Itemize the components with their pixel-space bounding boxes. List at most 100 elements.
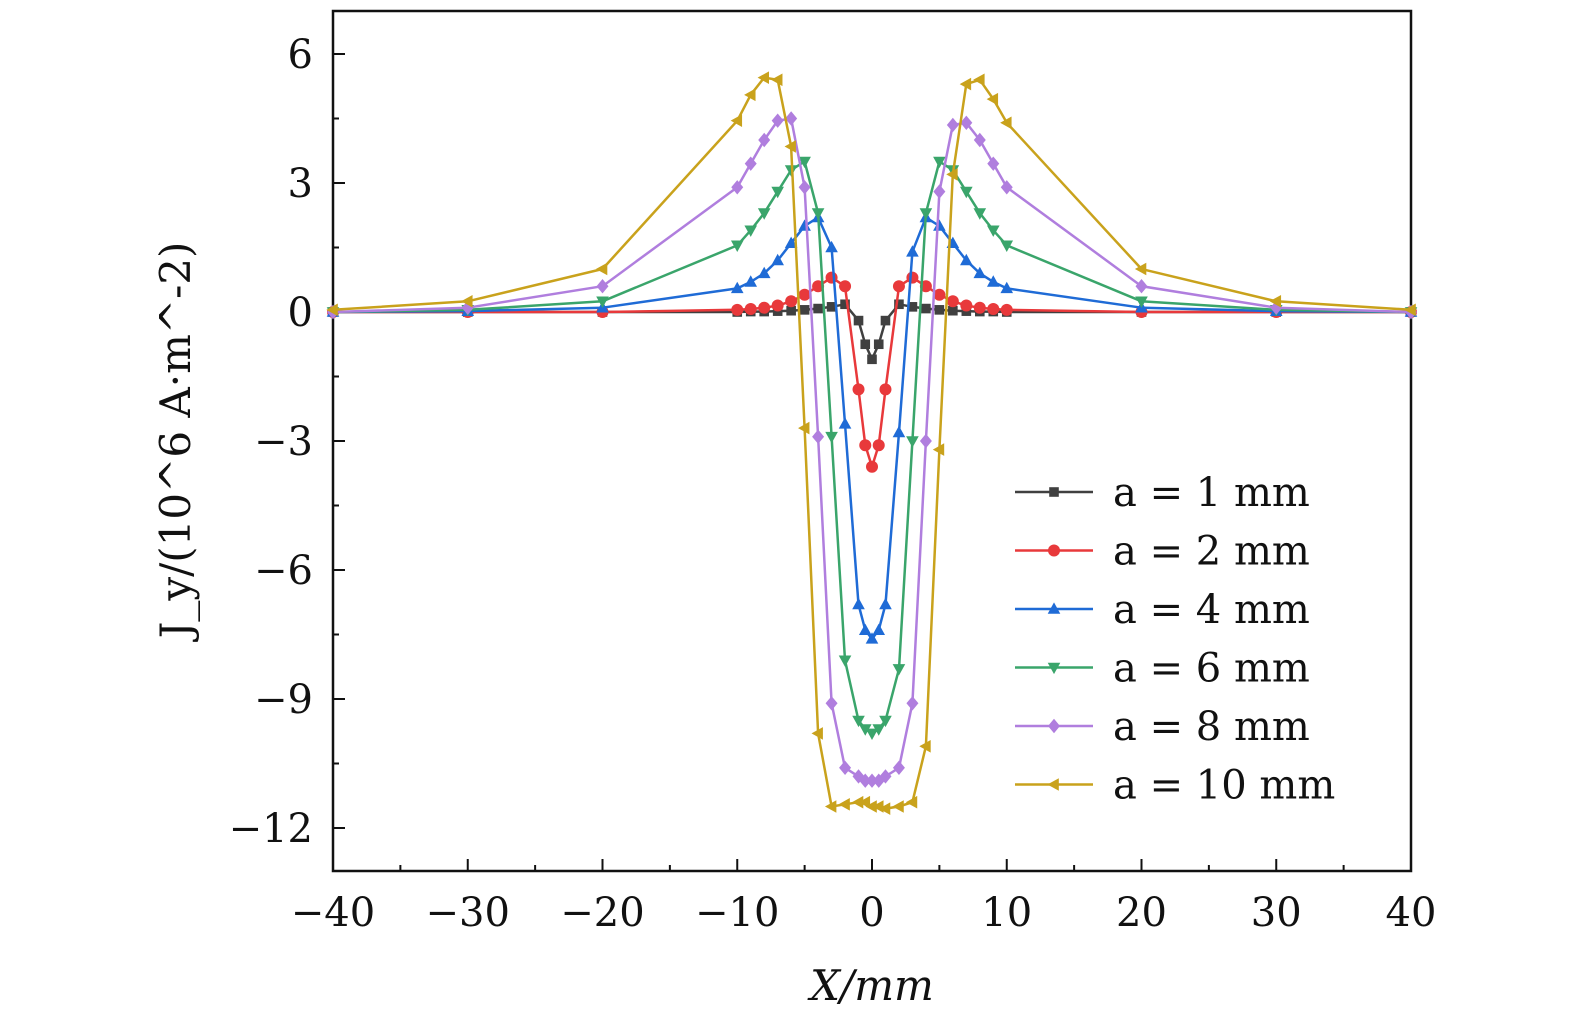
- data-point: [933, 184, 946, 199]
- data-point: [852, 715, 865, 728]
- data-point: [866, 460, 878, 473]
- legend-marker: [1047, 778, 1059, 791]
- data-point: [865, 728, 879, 740]
- y-tick-label: 6: [288, 32, 313, 78]
- data-point: [744, 225, 758, 237]
- data-point: [948, 305, 958, 316]
- series-5: [326, 71, 1416, 815]
- data-point: [960, 115, 973, 130]
- data-point: [825, 696, 838, 711]
- data-point: [596, 296, 609, 308]
- data-point: [798, 288, 811, 301]
- series-line: [332, 216, 1412, 641]
- data-point: [758, 132, 771, 148]
- data-point: [932, 443, 945, 456]
- legend-label: a = 8 mm: [1113, 704, 1310, 750]
- data-point: [730, 281, 744, 294]
- data-point: [879, 769, 892, 784]
- data-point: [757, 208, 771, 220]
- data-point: [785, 111, 798, 126]
- y-tick-label: −3: [254, 419, 313, 465]
- data-point: [757, 71, 769, 84]
- y-tick-label: 3: [288, 161, 313, 207]
- data-point: [872, 623, 886, 635]
- legend-marker: [1048, 718, 1060, 734]
- data-point: [853, 315, 864, 326]
- data-point: [798, 421, 810, 435]
- data-point: [946, 117, 959, 133]
- data-point: [879, 383, 892, 396]
- data-point: [933, 156, 946, 169]
- data-point: [838, 417, 852, 429]
- data-point: [758, 301, 771, 314]
- data-point: [1000, 240, 1014, 252]
- data-point: [892, 760, 905, 775]
- data-point: [1135, 279, 1148, 294]
- data-point: [973, 73, 985, 87]
- y-tick-label: −12: [229, 806, 313, 852]
- data-point: [973, 301, 986, 314]
- series-4: [327, 111, 1417, 788]
- data-point: [1000, 303, 1013, 316]
- data-point: [894, 299, 904, 310]
- data-point: [757, 266, 771, 279]
- data-point: [872, 724, 886, 736]
- data-point: [919, 740, 931, 753]
- data-point: [860, 339, 871, 350]
- series-layer: [326, 71, 1418, 815]
- data-point: [859, 439, 872, 452]
- data-point: [1000, 116, 1012, 130]
- data-point: [934, 305, 945, 315]
- legend-label: a = 10 mm: [1113, 763, 1335, 809]
- data-point: [1269, 294, 1282, 308]
- data-point: [905, 795, 918, 809]
- data-point: [858, 623, 872, 635]
- data-point: [987, 156, 1000, 171]
- x-tick-label: −30: [426, 890, 510, 936]
- data-point: [892, 800, 904, 813]
- data-point: [811, 727, 823, 740]
- data-point: [595, 262, 608, 276]
- data-point: [813, 303, 823, 314]
- data-point: [785, 295, 798, 308]
- data-point: [771, 253, 784, 266]
- data-point: [892, 664, 906, 676]
- legend-label: a = 6 mm: [1113, 646, 1310, 692]
- legend-label: a = 1 mm: [1113, 470, 1310, 516]
- y-axis-label: J_y/(10^6 A·m^-2): [151, 242, 200, 643]
- data-point: [771, 186, 784, 199]
- data-point: [878, 802, 891, 815]
- data-point: [865, 800, 877, 813]
- data-point: [461, 294, 473, 308]
- series-line: [332, 76, 1412, 810]
- data-point: [986, 92, 999, 106]
- data-point: [825, 431, 838, 444]
- data-point: [824, 800, 837, 813]
- series-1: [327, 271, 1417, 473]
- y-tick-label: −9: [254, 677, 313, 723]
- legend-marker: [1048, 544, 1060, 557]
- x-tick-label: 30: [1251, 890, 1302, 936]
- data-point: [326, 303, 338, 317]
- data-point: [744, 88, 756, 102]
- data-point: [933, 219, 946, 231]
- data-point: [1404, 303, 1416, 317]
- data-point: [986, 275, 1000, 287]
- data-point: [1000, 281, 1014, 294]
- data-point: [784, 140, 796, 153]
- data-point: [771, 113, 784, 128]
- data-point: [825, 240, 838, 253]
- data-point: [771, 299, 784, 312]
- data-point: [960, 299, 973, 312]
- data-point: [798, 156, 811, 169]
- data-point: [744, 275, 758, 287]
- data-point: [839, 280, 852, 293]
- data-point: [811, 208, 825, 220]
- data-point: [879, 597, 892, 610]
- x-tick-label: 40: [1386, 890, 1437, 936]
- data-point: [892, 280, 905, 293]
- data-point: [879, 715, 892, 728]
- data-point: [851, 795, 864, 809]
